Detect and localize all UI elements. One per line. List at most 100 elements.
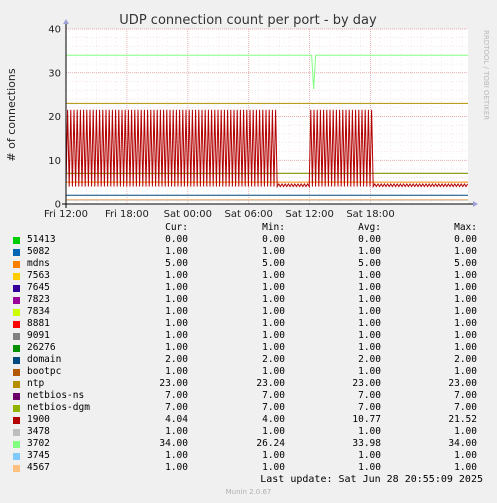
legend-swatch xyxy=(13,249,20,256)
legend-row-4567: 4567 1.00 1.00 1.00 1.00 xyxy=(0,462,497,474)
legend-row-8881: 8881 1.00 1.00 1.00 1.00 xyxy=(0,318,497,330)
legend-cur-value: 1.00 xyxy=(165,294,188,305)
legend-row-3702: 3702 34.00 26.24 33.98 34.00 xyxy=(0,438,497,450)
legend-max-value: 5.00 xyxy=(454,258,477,269)
legend-row-domain: domain 2.00 2.00 2.00 2.00 xyxy=(0,354,497,366)
legend-avg-value: 1.00 xyxy=(358,282,381,293)
legend-series-name: 51413 xyxy=(27,234,56,245)
legend-max-value: 1.00 xyxy=(454,426,477,437)
legend-row-netbios-ns: netbios-ns 7.00 7.00 7.00 7.00 xyxy=(0,390,497,402)
legend-avg-value: 1.00 xyxy=(358,426,381,437)
y-tick-label: 10 xyxy=(48,156,61,167)
legend-max-value: 1.00 xyxy=(454,282,477,293)
chart-plot-area: UDP connection count per port - by day #… xyxy=(5,13,490,220)
legend-min-value: 1.00 xyxy=(262,462,285,473)
legend-min-value: 1.00 xyxy=(262,318,285,329)
legend-min-value: 23.00 xyxy=(256,378,285,389)
x-tick-label: Sat 06:00 xyxy=(225,209,273,220)
legend-min-value: 4.00 xyxy=(262,414,285,425)
x-axis-arrow xyxy=(473,201,478,207)
legend-swatch xyxy=(13,393,20,400)
legend-row-9091: 9091 1.00 1.00 1.00 1.00 xyxy=(0,330,497,342)
legend-max-value: 1.00 xyxy=(454,306,477,317)
legend-max-value: 2.00 xyxy=(454,354,477,365)
series-line-3702 xyxy=(66,54,468,90)
legend-swatch xyxy=(13,357,20,364)
legend-swatch xyxy=(13,405,20,412)
legend-avg-value: 23.00 xyxy=(352,378,381,389)
legend-min-value: 1.00 xyxy=(262,366,285,377)
legend-cur-value: 1.00 xyxy=(165,306,188,317)
legend-cur-value: 0.00 xyxy=(165,234,188,245)
legend-table: Cur: Min: Avg: Max: 51413 0.00 0.00 0.00 0.0… xyxy=(0,222,497,474)
legend-header-avg: Avg: xyxy=(358,222,381,233)
legend-max-value: 1.00 xyxy=(454,450,477,461)
legend-cur-value: 23.00 xyxy=(159,378,188,389)
axes: 0 10 20 30 40 Fri 12:00 Fri 18:00 Sat 00:00 Sat … xyxy=(44,19,478,220)
legend-swatch xyxy=(13,345,20,352)
legend-avg-value: 0.00 xyxy=(358,234,381,245)
legend-series-name: 7834 xyxy=(27,306,50,317)
legend-swatch xyxy=(13,309,20,316)
legend-min-value: 7.00 xyxy=(262,390,285,401)
legend-series-name: mdns xyxy=(27,258,50,269)
y-axis-label: # of connections xyxy=(5,68,18,161)
legend-cur-value: 4.04 xyxy=(165,414,188,425)
legend-avg-value: 1.00 xyxy=(358,450,381,461)
x-tick-label: Sat 18:00 xyxy=(346,209,394,220)
legend-row-26276: 26276 1.00 1.00 1.00 1.00 xyxy=(0,342,497,354)
legend-min-value: 1.00 xyxy=(262,246,285,257)
legend-min-value: 1.00 xyxy=(262,330,285,341)
legend-swatch xyxy=(13,321,20,328)
legend-cur-value: 1.00 xyxy=(165,318,188,329)
legend-series-name: ntp xyxy=(27,378,45,389)
legend-min-value: 1.00 xyxy=(262,342,285,353)
series-line-1900 xyxy=(65,109,469,189)
x-tick-label: Fri 12:00 xyxy=(44,209,88,220)
legend-row-1900: 1900 4.04 4.00 10.77 21.52 xyxy=(0,414,497,426)
legend-max-value: 21.52 xyxy=(448,414,477,425)
y-axis-arrow xyxy=(63,19,69,24)
legend-swatch xyxy=(13,381,20,388)
y-tick-label: 0 xyxy=(55,200,61,211)
legend-min-value: 26.24 xyxy=(256,438,285,449)
legend-max-value: 23.00 xyxy=(448,378,477,389)
legend-cur-value: 5.00 xyxy=(165,258,188,269)
legend-row-ntp: ntp 23.00 23.00 23.00 23.00 xyxy=(0,378,497,390)
legend-rows: 51413 0.00 0.00 0.00 0.00 5082 1.00 1.00 1.00 1.0… xyxy=(0,234,497,474)
legend-row-netbios-dgm: netbios-dgm 7.00 7.00 7.00 7.00 xyxy=(0,402,497,414)
legend-max-value: 1.00 xyxy=(454,270,477,281)
legend-avg-value: 1.00 xyxy=(358,294,381,305)
legend-swatch xyxy=(13,333,20,340)
legend-row-bootpc: bootpc 1.00 1.00 1.00 1.00 xyxy=(0,366,497,378)
legend-series-name: 7563 xyxy=(27,270,50,281)
legend-cur-value: 7.00 xyxy=(165,402,188,413)
legend-series-name: 3478 xyxy=(27,426,50,437)
y-tick-label: 20 xyxy=(48,112,61,123)
legend-max-value: 1.00 xyxy=(454,462,477,473)
legend-cur-value: 1.00 xyxy=(165,246,188,257)
last-update-text: Last update: Sat Jun 28 20:55:09 2025 xyxy=(260,474,483,485)
legend-series-name: 5082 xyxy=(27,246,50,257)
legend-row-7563: 7563 1.00 1.00 1.00 1.00 xyxy=(0,270,497,282)
legend-series-name: 9091 xyxy=(27,330,50,341)
legend-min-value: 1.00 xyxy=(262,450,285,461)
legend-avg-value: 10.77 xyxy=(352,414,381,425)
legend-series-name: 4567 xyxy=(27,462,50,473)
legend-header-row: Cur: Min: Avg: Max: xyxy=(0,222,497,234)
legend-avg-value: 1.00 xyxy=(358,306,381,317)
legend-max-value: 34.00 xyxy=(448,438,477,449)
legend-series-name: 3745 xyxy=(27,450,50,461)
legend-max-value: 1.00 xyxy=(454,366,477,377)
legend-swatch xyxy=(13,273,20,280)
legend-min-value: 1.00 xyxy=(262,306,285,317)
legend-avg-value: 5.00 xyxy=(358,258,381,269)
legend-swatch xyxy=(13,429,20,436)
legend-row-7823: 7823 1.00 1.00 1.00 1.00 xyxy=(0,294,497,306)
legend-series-name: 26276 xyxy=(27,342,56,353)
legend-swatch xyxy=(13,417,20,424)
y-tick-label: 30 xyxy=(48,68,61,79)
legend-min-value: 0.00 xyxy=(262,234,285,245)
legend-cur-value: 1.00 xyxy=(165,366,188,377)
